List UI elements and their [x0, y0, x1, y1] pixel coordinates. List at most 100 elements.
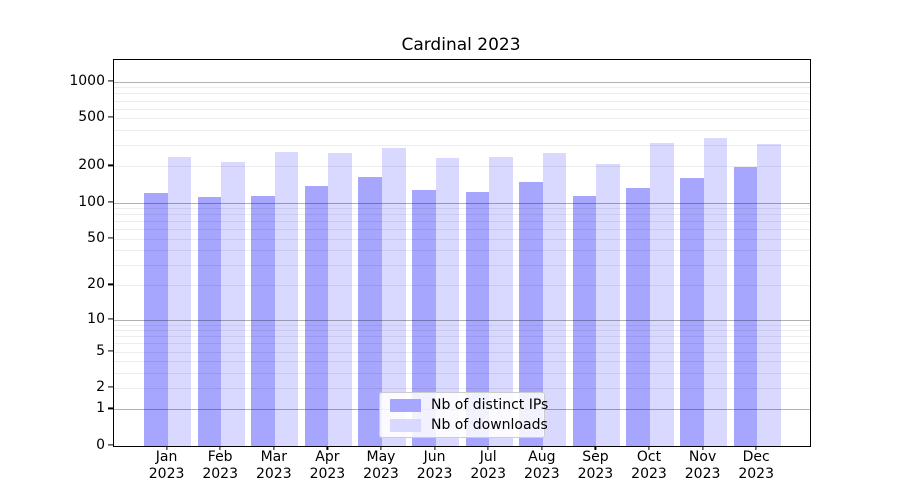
y-tick-label: 5 [96, 342, 105, 359]
x-tick-label-sep: Sep 2023 [563, 449, 627, 482]
x-tick-label-nov: Nov 2023 [671, 449, 735, 482]
y-tick-label: 1000 [69, 72, 105, 89]
x-tick-year: 2023 [684, 465, 721, 482]
y-tick-mark [108, 349, 113, 352]
bar-downloads-dec [757, 144, 781, 446]
legend-label-downloads: Nb of downloads [431, 417, 548, 433]
legend-item-distinct-ips: Nb of distinct IPs [380, 397, 548, 413]
x-tick-month: Nov [688, 449, 717, 465]
x-tick-month: Jan [155, 449, 178, 465]
x-tick-mark [273, 445, 275, 450]
x-tick-mark [594, 445, 596, 450]
x-tick-month: Jul [479, 449, 497, 465]
bar-distinct-ips-oct [626, 187, 650, 446]
bar-downloads-sep [596, 164, 621, 446]
x-tick-year: 2023 [202, 465, 238, 482]
x-tick-month: May [366, 449, 396, 465]
x-tick-month: Apr [315, 449, 340, 465]
plot-area [113, 59, 811, 447]
x-tick-label-apr: Apr 2023 [295, 449, 359, 482]
x-tick-month: Dec [742, 449, 770, 465]
bar-distinct-ips-apr [304, 185, 329, 446]
x-tick-mark [326, 445, 328, 450]
x-tick-month: Feb [207, 449, 233, 465]
bar-downloads-aug [542, 153, 567, 446]
x-tick-mark [434, 445, 436, 450]
y-tick-label: 1 [96, 400, 105, 417]
x-tick-month: Aug [528, 449, 556, 465]
y-tick-label: 500 [78, 109, 105, 126]
x-tick-label-aug: Aug 2023 [510, 449, 574, 482]
x-tick-year: 2023 [631, 465, 667, 482]
y-tick-label: 200 [78, 157, 105, 174]
bar-distinct-ips-mar [251, 195, 275, 446]
x-tick-year: 2023 [363, 465, 399, 482]
bar-downloads-jan [167, 157, 192, 446]
bar-downloads-jul [489, 156, 513, 446]
x-tick-label-jan: Jan 2023 [135, 449, 199, 482]
legend-swatch-distinct-ips [390, 398, 421, 412]
x-tick-year: 2023 [309, 465, 346, 482]
bar-downloads-feb [221, 162, 245, 446]
bar-distinct-ips-jul [465, 192, 490, 446]
bar-downloads-nov [703, 137, 728, 446]
y-tick-mark [108, 237, 113, 239]
y-tick-label: 20 [87, 276, 105, 293]
y-tick-mark [108, 201, 113, 203]
bar-downloads-oct [650, 143, 674, 446]
x-tick-month: Sep [582, 449, 609, 465]
bar-distinct-ips-jun [411, 189, 436, 446]
y-tick-mark [108, 283, 113, 286]
legend: Nb of distinct IPs Nb of downloads [379, 392, 548, 438]
x-tick-mark [755, 445, 757, 450]
bar-downloads-mar [274, 151, 299, 446]
y-tick-mark [108, 116, 113, 118]
y-tick-mark [108, 407, 113, 410]
x-tick-year: 2023 [148, 465, 185, 482]
x-tick-label-feb: Feb 2023 [188, 449, 252, 482]
x-tick-year: 2023 [416, 465, 453, 482]
y-tick-mark [108, 317, 113, 320]
x-tick-month: Oct [636, 449, 662, 465]
x-tick-label-mar: Mar 2023 [242, 449, 306, 482]
x-tick-label-dec: Dec 2023 [724, 449, 788, 482]
x-tick-mark [219, 445, 221, 450]
x-tick-year: 2023 [470, 465, 506, 482]
x-tick-mark [166, 445, 168, 450]
chart-title: Cardinal 2023 [401, 35, 521, 55]
y-tick-mark [108, 80, 113, 82]
x-tick-year: 2023 [738, 465, 774, 482]
bar-downloads-apr [328, 153, 353, 446]
y-tick-mark [108, 386, 113, 388]
bar-distinct-ips-aug [519, 181, 543, 446]
bar-distinct-ips-feb [197, 197, 222, 446]
bar-distinct-ips-may [358, 176, 382, 446]
x-tick-mark [487, 445, 489, 450]
y-tick-label: 100 [78, 193, 105, 210]
y-tick-label: 0 [96, 437, 105, 453]
x-tick-label-jul: Jul 2023 [456, 449, 520, 482]
x-tick-month: Mar [260, 449, 287, 465]
y-tick-label: 2 [96, 379, 105, 396]
legend-label-distinct-ips: Nb of distinct IPs [431, 397, 549, 413]
y-tick-mark [108, 444, 113, 446]
y-tick-mark [108, 164, 113, 166]
legend-item-downloads: Nb of downloads [380, 417, 548, 433]
x-tick-year: 2023 [255, 465, 292, 482]
x-tick-mark [541, 445, 543, 450]
bars-layer [114, 60, 810, 446]
bar-downloads-jun [435, 158, 460, 446]
y-tick-label: 10 [87, 310, 105, 327]
x-tick-year: 2023 [523, 465, 560, 482]
x-tick-mark [702, 445, 704, 450]
x-tick-mark [380, 445, 382, 450]
bar-distinct-ips-jan [143, 192, 168, 446]
x-tick-mark [648, 445, 650, 450]
bar-distinct-ips-dec [733, 167, 758, 446]
x-tick-label-may: May 2023 [349, 449, 413, 482]
bar-distinct-ips-nov [679, 177, 704, 446]
bar-downloads-may [382, 148, 406, 446]
x-tick-label-jun: Jun 2023 [403, 449, 467, 482]
bar-distinct-ips-sep [572, 195, 597, 446]
x-tick-year: 2023 [577, 465, 614, 482]
